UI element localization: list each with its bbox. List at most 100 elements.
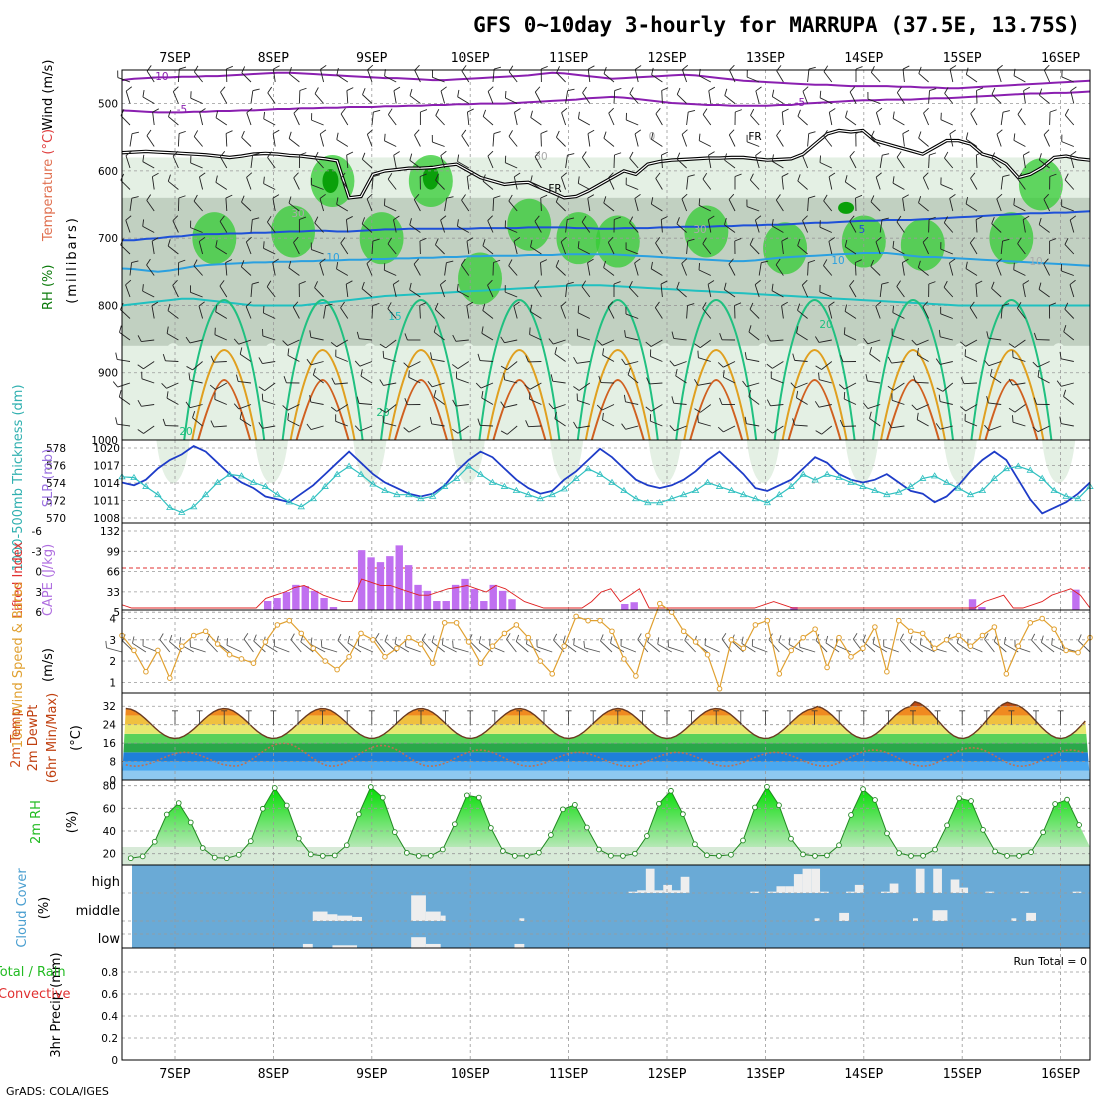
wind-barb-feather <box>530 110 533 118</box>
wind-barb <box>384 140 397 147</box>
wind-barb-feather <box>676 152 681 160</box>
pressure-axis-label: (millibars) <box>65 216 80 304</box>
wind-barb-feather <box>650 197 654 205</box>
wind-barb-feather <box>661 151 669 156</box>
wind-barb <box>288 202 300 212</box>
rh-point <box>139 853 146 860</box>
thickness-marker <box>405 490 413 498</box>
wind-barb <box>1061 141 1074 147</box>
lifted-index-axis-label: Lifted Index <box>11 541 26 618</box>
temp-tick-label: 24 <box>103 720 117 732</box>
thickness-marker <box>859 482 867 489</box>
wind-barb-feather <box>949 194 956 199</box>
wind-barb-feather <box>790 382 796 389</box>
thickness-marker <box>715 482 724 489</box>
isotherm-label: FR <box>548 183 561 195</box>
wind-barb-feather <box>969 237 975 244</box>
wind-barb <box>975 284 978 298</box>
wind-barb-feather <box>876 107 883 113</box>
wind-barb-feather <box>778 635 782 643</box>
wind-barb-feather <box>984 424 990 431</box>
wind-barb-feather <box>797 238 801 246</box>
rh-point <box>584 824 590 831</box>
wind-barb-feather <box>319 258 326 264</box>
high-cloud-bar <box>680 876 690 893</box>
wind-barb-feather <box>949 65 957 70</box>
rh-moist-patch <box>595 215 640 268</box>
wind-barb <box>508 71 518 83</box>
middle-cloud-bar <box>327 914 338 921</box>
wind-barb <box>869 353 881 362</box>
wind-barb <box>293 242 300 255</box>
temp-axis-label: Temperature (°C) <box>41 129 56 242</box>
wind-barb <box>940 361 953 365</box>
cape-bar <box>414 584 422 610</box>
wind-speed-point <box>525 634 532 641</box>
wind-barb-feather <box>1013 262 1015 270</box>
wind-barb <box>607 306 615 319</box>
wind-barb-feather <box>477 418 481 426</box>
wind-barb-feather <box>755 150 762 156</box>
wind-barb <box>172 220 179 233</box>
wind-barb-feather <box>771 283 774 291</box>
wind-barb <box>775 264 784 276</box>
wind-barb <box>634 262 639 276</box>
wind-barb-feather <box>614 152 622 156</box>
cape-tick-label: 33 <box>107 587 120 599</box>
wind-barb-feather <box>938 329 941 337</box>
rh-area <box>122 786 1090 859</box>
wind-barb <box>928 154 930 169</box>
cloud-level-label: low <box>98 932 121 947</box>
wind-barb-feather <box>581 280 587 287</box>
rh-point <box>740 837 746 844</box>
wind-barb-feather <box>596 404 603 411</box>
wind-barb <box>132 642 147 653</box>
rh-point <box>560 806 566 813</box>
rh-tick-label: 80 <box>103 781 116 793</box>
wind-barb <box>505 227 518 233</box>
wind-barb <box>457 361 470 369</box>
wind-barb <box>818 339 832 343</box>
wind-barb-feather <box>603 196 607 204</box>
wind-barb-feather <box>708 151 715 156</box>
wind-barb-feather <box>354 360 361 367</box>
wind-barb <box>988 337 1002 341</box>
wind-barb <box>964 420 978 427</box>
wind-barb-feather <box>943 280 948 288</box>
wind-barb <box>504 291 518 298</box>
wind-barb <box>781 305 784 319</box>
wind-barb-feather <box>623 394 626 402</box>
wind-barb-feather <box>374 633 380 640</box>
wind-barb <box>560 177 567 190</box>
wind-barb-feather <box>823 65 829 72</box>
wind-barb-feather <box>719 397 723 405</box>
wind-barb <box>1043 69 1051 83</box>
thickness-marker <box>321 482 329 489</box>
wind-barb <box>582 92 591 104</box>
wind-barb <box>444 262 447 276</box>
wind-barb-feather <box>687 238 695 242</box>
wind-barb-feather <box>325 303 333 307</box>
wind-barb-feather <box>1037 369 1040 377</box>
wind-barb <box>371 305 374 319</box>
pressure-tick-label: 1000 <box>91 435 118 447</box>
wind-barb-feather <box>949 129 956 135</box>
wind-barb <box>772 361 784 369</box>
wind-barb-feather <box>697 415 699 423</box>
wind-barb <box>584 647 601 653</box>
wind-barb-feather <box>577 111 580 119</box>
wind-barb <box>891 361 905 364</box>
wind-barb <box>393 90 397 104</box>
rh-point <box>476 794 482 801</box>
wind-barb <box>125 155 131 169</box>
wind-barb-feather <box>346 280 353 285</box>
wind-barb <box>492 197 495 212</box>
wind-barb <box>625 248 639 255</box>
wind-barb <box>553 339 566 345</box>
wind-barb-feather <box>996 129 1003 135</box>
wind-barb-feather <box>603 260 607 268</box>
wind-barb <box>190 97 203 104</box>
wind-barb-feather <box>393 215 400 221</box>
wind-barb-feather <box>482 303 486 311</box>
wind-barb-feather <box>635 65 642 70</box>
